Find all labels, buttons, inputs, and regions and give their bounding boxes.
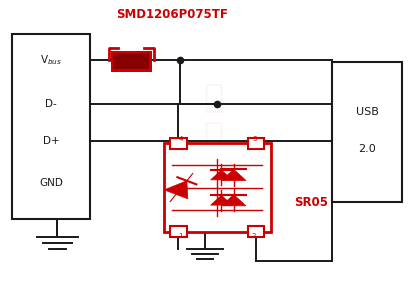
Text: 南
電
子: 南 電 子: [203, 80, 222, 190]
Text: SR05: SR05: [294, 196, 328, 209]
Polygon shape: [210, 170, 231, 180]
Text: 1: 1: [178, 233, 182, 239]
Bar: [247, 138, 264, 149]
Bar: [110, 51, 151, 72]
Text: GND: GND: [39, 178, 63, 188]
Text: V$_{bus}$: V$_{bus}$: [40, 53, 62, 67]
Polygon shape: [210, 195, 231, 205]
Bar: [12, 34, 90, 219]
Bar: [164, 143, 270, 232]
Bar: [170, 138, 186, 149]
Polygon shape: [221, 169, 245, 181]
Bar: [247, 226, 264, 237]
Bar: [331, 62, 401, 202]
Text: 2: 2: [252, 233, 256, 239]
Text: SMD1206P075TF: SMD1206P075TF: [116, 8, 227, 21]
Bar: [113, 53, 149, 69]
Text: USB: USB: [355, 107, 378, 117]
Polygon shape: [164, 181, 187, 199]
Text: 2.0: 2.0: [357, 144, 375, 154]
Text: 3: 3: [252, 136, 256, 142]
Bar: [170, 226, 186, 237]
Text: D+: D+: [43, 135, 59, 146]
Text: 4: 4: [178, 136, 182, 142]
Polygon shape: [221, 194, 245, 206]
Text: D-: D-: [45, 99, 57, 109]
